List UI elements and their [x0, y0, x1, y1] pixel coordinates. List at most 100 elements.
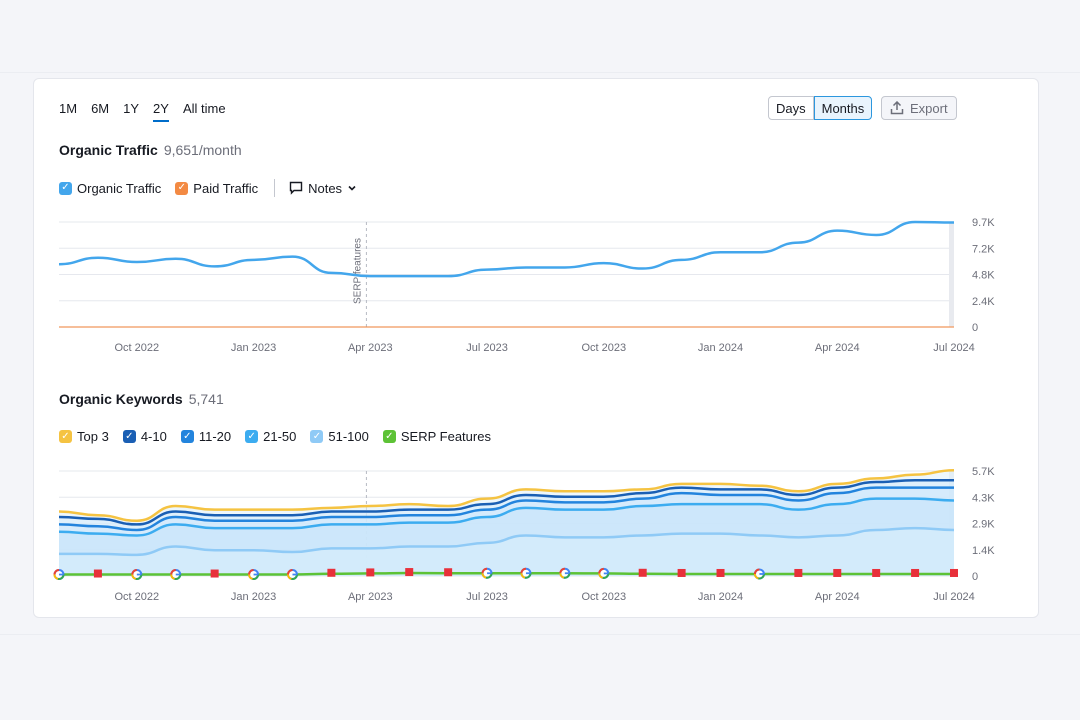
flag-shape	[366, 568, 375, 577]
range-1y[interactable]: 1Y	[123, 101, 140, 116]
legend-top3-label: Top 3	[77, 429, 109, 444]
months-button[interactable]: Months	[813, 96, 873, 120]
flag-shape	[716, 568, 725, 577]
organic-keywords-chart[interactable]: 5.7K 4.3K 2.9K 1.4K 0 Oct 2022 Jan 2023 Apr 202…	[53, 466, 995, 603]
google-yellow-arc	[248, 574, 253, 580]
serp-features-line	[58, 571, 954, 576]
legend-serp-features[interactable]: ✓ SERP Features	[382, 429, 491, 444]
flag-shape	[794, 568, 803, 577]
legend-organic-traffic[interactable]: ✓ Organic Traffic	[59, 181, 161, 196]
y-tick-label: 9.7K	[972, 217, 995, 229]
google-yellow-arc	[53, 574, 59, 580]
export-button[interactable]: Export	[881, 96, 957, 120]
line-51-100	[59, 526, 955, 557]
notes-label: Notes	[308, 180, 343, 196]
x-tick-label: Oct 2022	[115, 342, 160, 354]
google-red-arc	[131, 569, 138, 575]
traffic-legend: ✓ Organic Traffic ✓ Paid Traffic Notes	[59, 179, 357, 197]
checkbox-checked-icon: ✓	[175, 181, 189, 195]
flag-icon	[444, 568, 453, 577]
checkbox-checked-icon: ✓	[245, 430, 259, 443]
x-tick-label: Jan 2024	[698, 591, 743, 603]
x-tick-label: Apr 2023	[348, 591, 393, 603]
google-yellow-arc	[481, 573, 487, 579]
checkbox-checked-icon: ✓	[382, 430, 396, 443]
comment-icon	[289, 181, 303, 195]
x-tick-label: Jul 2024	[933, 342, 975, 354]
google-icon	[170, 569, 182, 581]
range-1m[interactable]: 1M	[59, 101, 78, 116]
flag-icon	[716, 568, 725, 577]
google-red-arc	[286, 569, 293, 575]
organic-keywords-heading: Organic Keywords	[59, 391, 183, 407]
legend-paid-traffic[interactable]: ✓ Paid Traffic	[175, 181, 258, 196]
x-tick-label: Jan 2024	[698, 342, 743, 354]
legend-11-20[interactable]: ✓ 11-20	[180, 429, 231, 444]
legend-21-50-label: 21-50	[263, 429, 297, 444]
organic-traffic-chart[interactable]: 9.7K 7.2K 4.8K 2.4K 0 Oct 2022 Jan 2023 Apr 202…	[58, 217, 995, 354]
line-11-20	[58, 486, 954, 532]
flag-icon	[794, 568, 803, 577]
flag-icon	[366, 568, 375, 577]
google-icon	[481, 567, 493, 579]
legend-21-50[interactable]: ✓ 21-50	[245, 429, 296, 444]
legend-51-100[interactable]: ✓ 51-100	[310, 429, 369, 444]
area-51-100	[59, 528, 954, 576]
flag-shape	[444, 568, 453, 577]
keywords-legend: ✓ Top 3 ✓ 4-10 ✓ 11-20 ✓ 21-50 ✓ 51-100 …	[59, 429, 505, 444]
range-6m[interactable]: 6M	[91, 101, 110, 116]
google-icon	[286, 569, 298, 581]
flag-shape	[677, 568, 686, 577]
range-all-time[interactable]: All time	[182, 101, 226, 116]
legend-51-100-label: 51-100	[328, 429, 369, 444]
y-tick-label: 0	[972, 571, 978, 583]
export-label: Export	[910, 100, 948, 116]
x-tick-label: Oct 2023	[581, 591, 626, 603]
google-yellow-arc	[753, 573, 759, 580]
flag-icon	[327, 568, 336, 577]
organic-traffic-heading: Organic Traffic	[59, 142, 158, 158]
google-yellow-arc	[170, 574, 176, 580]
checkbox-checked-icon: ✓	[310, 430, 324, 443]
x-tick-label: Apr 2024	[815, 591, 860, 603]
granularity-toggle: Days Months	[768, 96, 873, 120]
x-tick-label: Jan 2023	[231, 342, 276, 354]
line-4-10	[58, 478, 954, 526]
flag-icon	[638, 568, 647, 577]
x-tick-label: Jul 2023	[466, 342, 508, 354]
flag-icon	[872, 568, 881, 577]
flag-icon	[405, 568, 414, 577]
google-red-arc	[753, 568, 760, 575]
organic-traffic-line	[58, 220, 955, 278]
x-tick-label: Jul 2024	[933, 591, 975, 603]
organic-traffic-title: Organic Traffic 9,651/month	[59, 142, 242, 158]
google-icon	[559, 567, 571, 579]
legend-4-10[interactable]: ✓ 4-10	[122, 429, 167, 444]
legend-top3[interactable]: ✓ Top 3	[59, 429, 109, 444]
organic-keywords-value: 5,741	[188, 391, 224, 407]
flag-icon	[911, 568, 920, 577]
checkbox-checked-icon: ✓	[59, 430, 72, 443]
x-tick-label: Jul 2023	[466, 591, 508, 603]
flag-icon	[210, 569, 219, 578]
google-red-arc	[481, 567, 488, 574]
date-range-tabs: 1M 6M 1Y 2Y All time	[59, 101, 226, 122]
range-2y[interactable]: 2Y	[153, 101, 169, 122]
google-red-arc	[53, 569, 60, 575]
google-yellow-arc	[131, 574, 137, 580]
google-red-arc	[598, 567, 604, 574]
upload-icon	[890, 101, 904, 115]
y-tick-label: 4.3K	[972, 492, 995, 504]
y-tick-label: 2.4K	[972, 296, 995, 308]
x-tick-label: Jan 2023	[231, 591, 276, 603]
y-tick-label: 5.7K	[972, 466, 995, 478]
google-red-arc	[520, 567, 527, 574]
flag-shape	[950, 568, 958, 577]
legend-paid-label: Paid Traffic	[193, 180, 259, 196]
notes-dropdown[interactable]: Notes	[289, 181, 357, 196]
checkbox-checked-icon: ✓	[180, 430, 194, 443]
y-tick-label: 0	[972, 322, 978, 334]
google-yellow-arc	[598, 573, 604, 579]
line-21-50	[58, 497, 955, 537]
days-button[interactable]: Days	[768, 96, 814, 120]
